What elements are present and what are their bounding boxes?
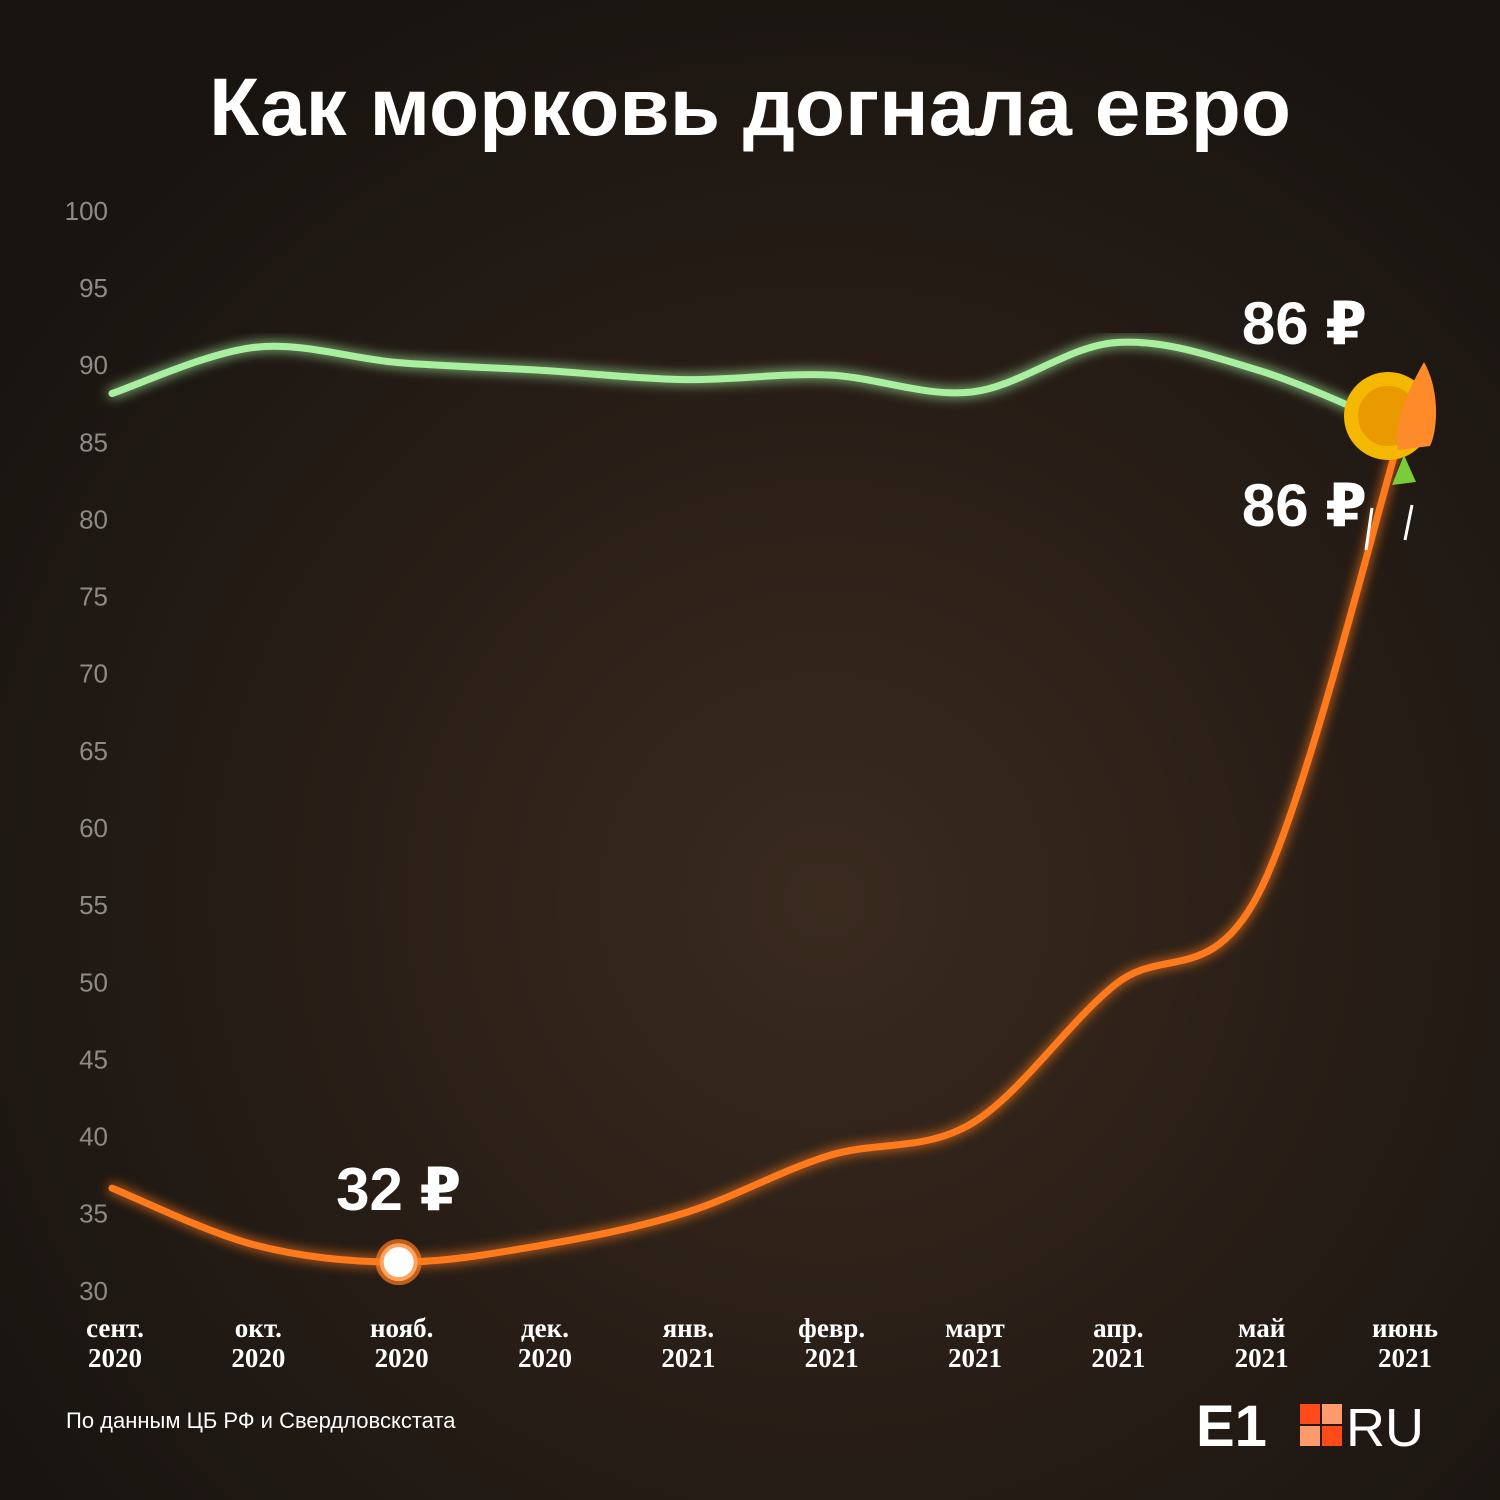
y-tick-label: 50 xyxy=(79,967,108,997)
y-tick-label: 95 xyxy=(79,273,108,303)
plot: 3035404550556065707580859095100сент.2020… xyxy=(65,196,1438,1373)
y-tick-label: 100 xyxy=(65,196,108,226)
chart-title: Как морковь догнала евро xyxy=(209,62,1291,153)
x-tick-label: 2021 xyxy=(805,1343,859,1373)
y-tick-label: 45 xyxy=(79,1044,108,1074)
x-tick-label: 2021 xyxy=(1235,1343,1289,1373)
x-tick-label: дек. xyxy=(521,1313,569,1343)
y-tick-label: 35 xyxy=(79,1199,108,1229)
x-tick-label: май xyxy=(1238,1313,1285,1343)
y-tick-label: 40 xyxy=(79,1122,108,1152)
point-marker xyxy=(375,1239,422,1286)
series-line xyxy=(108,425,1406,1266)
source: По данным ЦБ РФ и Свердловскстата xyxy=(66,1408,456,1433)
x-tick-label: февр. xyxy=(798,1313,865,1343)
y-tick-label: 55 xyxy=(79,890,108,920)
y-tick-label: 85 xyxy=(79,427,108,457)
motion-dash xyxy=(1403,504,1414,541)
logo-square xyxy=(1322,1404,1342,1424)
logo-left: E1 xyxy=(1196,1394,1267,1459)
logo-square xyxy=(1322,1426,1342,1446)
carrot xyxy=(1396,362,1437,450)
y-tick-label: 80 xyxy=(79,504,108,534)
x-tick-label: сент. xyxy=(86,1313,144,1343)
value-label: 86 ₽ xyxy=(1242,472,1367,539)
y-tick-label: 75 xyxy=(79,582,108,612)
x-tick-label: окт. xyxy=(235,1313,282,1343)
y-tick-label: 90 xyxy=(79,350,108,380)
y-tick-label: 70 xyxy=(79,659,108,689)
x-tick-label: янв. xyxy=(663,1313,715,1343)
x-tick-label: нояб. xyxy=(370,1313,433,1343)
series-line xyxy=(108,338,1406,433)
x-tick-label: 2020 xyxy=(375,1343,429,1373)
x-tick-label: июнь xyxy=(1372,1313,1438,1343)
x-tick-label: март xyxy=(945,1313,1005,1343)
y-tick-label: 65 xyxy=(79,736,108,766)
logo-square xyxy=(1300,1426,1320,1446)
x-tick-label: 2020 xyxy=(88,1343,142,1373)
icons xyxy=(1344,362,1437,551)
x-tick-label: 2021 xyxy=(948,1343,1002,1373)
x-tick-label: 2021 xyxy=(1378,1343,1432,1373)
logo-square xyxy=(1300,1404,1320,1424)
motion-dash xyxy=(1364,507,1374,551)
logo-right: RU xyxy=(1346,1398,1424,1458)
x-tick-label: 2020 xyxy=(231,1343,285,1373)
value-label: 86 ₽ xyxy=(1242,290,1367,357)
x-tick-label: 2020 xyxy=(518,1343,572,1373)
x-tick-label: 2021 xyxy=(1091,1343,1145,1373)
y-tick-label: 60 xyxy=(79,813,108,843)
value-label: 32 ₽ xyxy=(336,1156,461,1223)
y-tick-label: 30 xyxy=(79,1276,108,1306)
carrot-top xyxy=(1392,455,1416,485)
x-tick-label: апр. xyxy=(1093,1313,1143,1343)
x-tick-label: 2021 xyxy=(661,1343,715,1373)
